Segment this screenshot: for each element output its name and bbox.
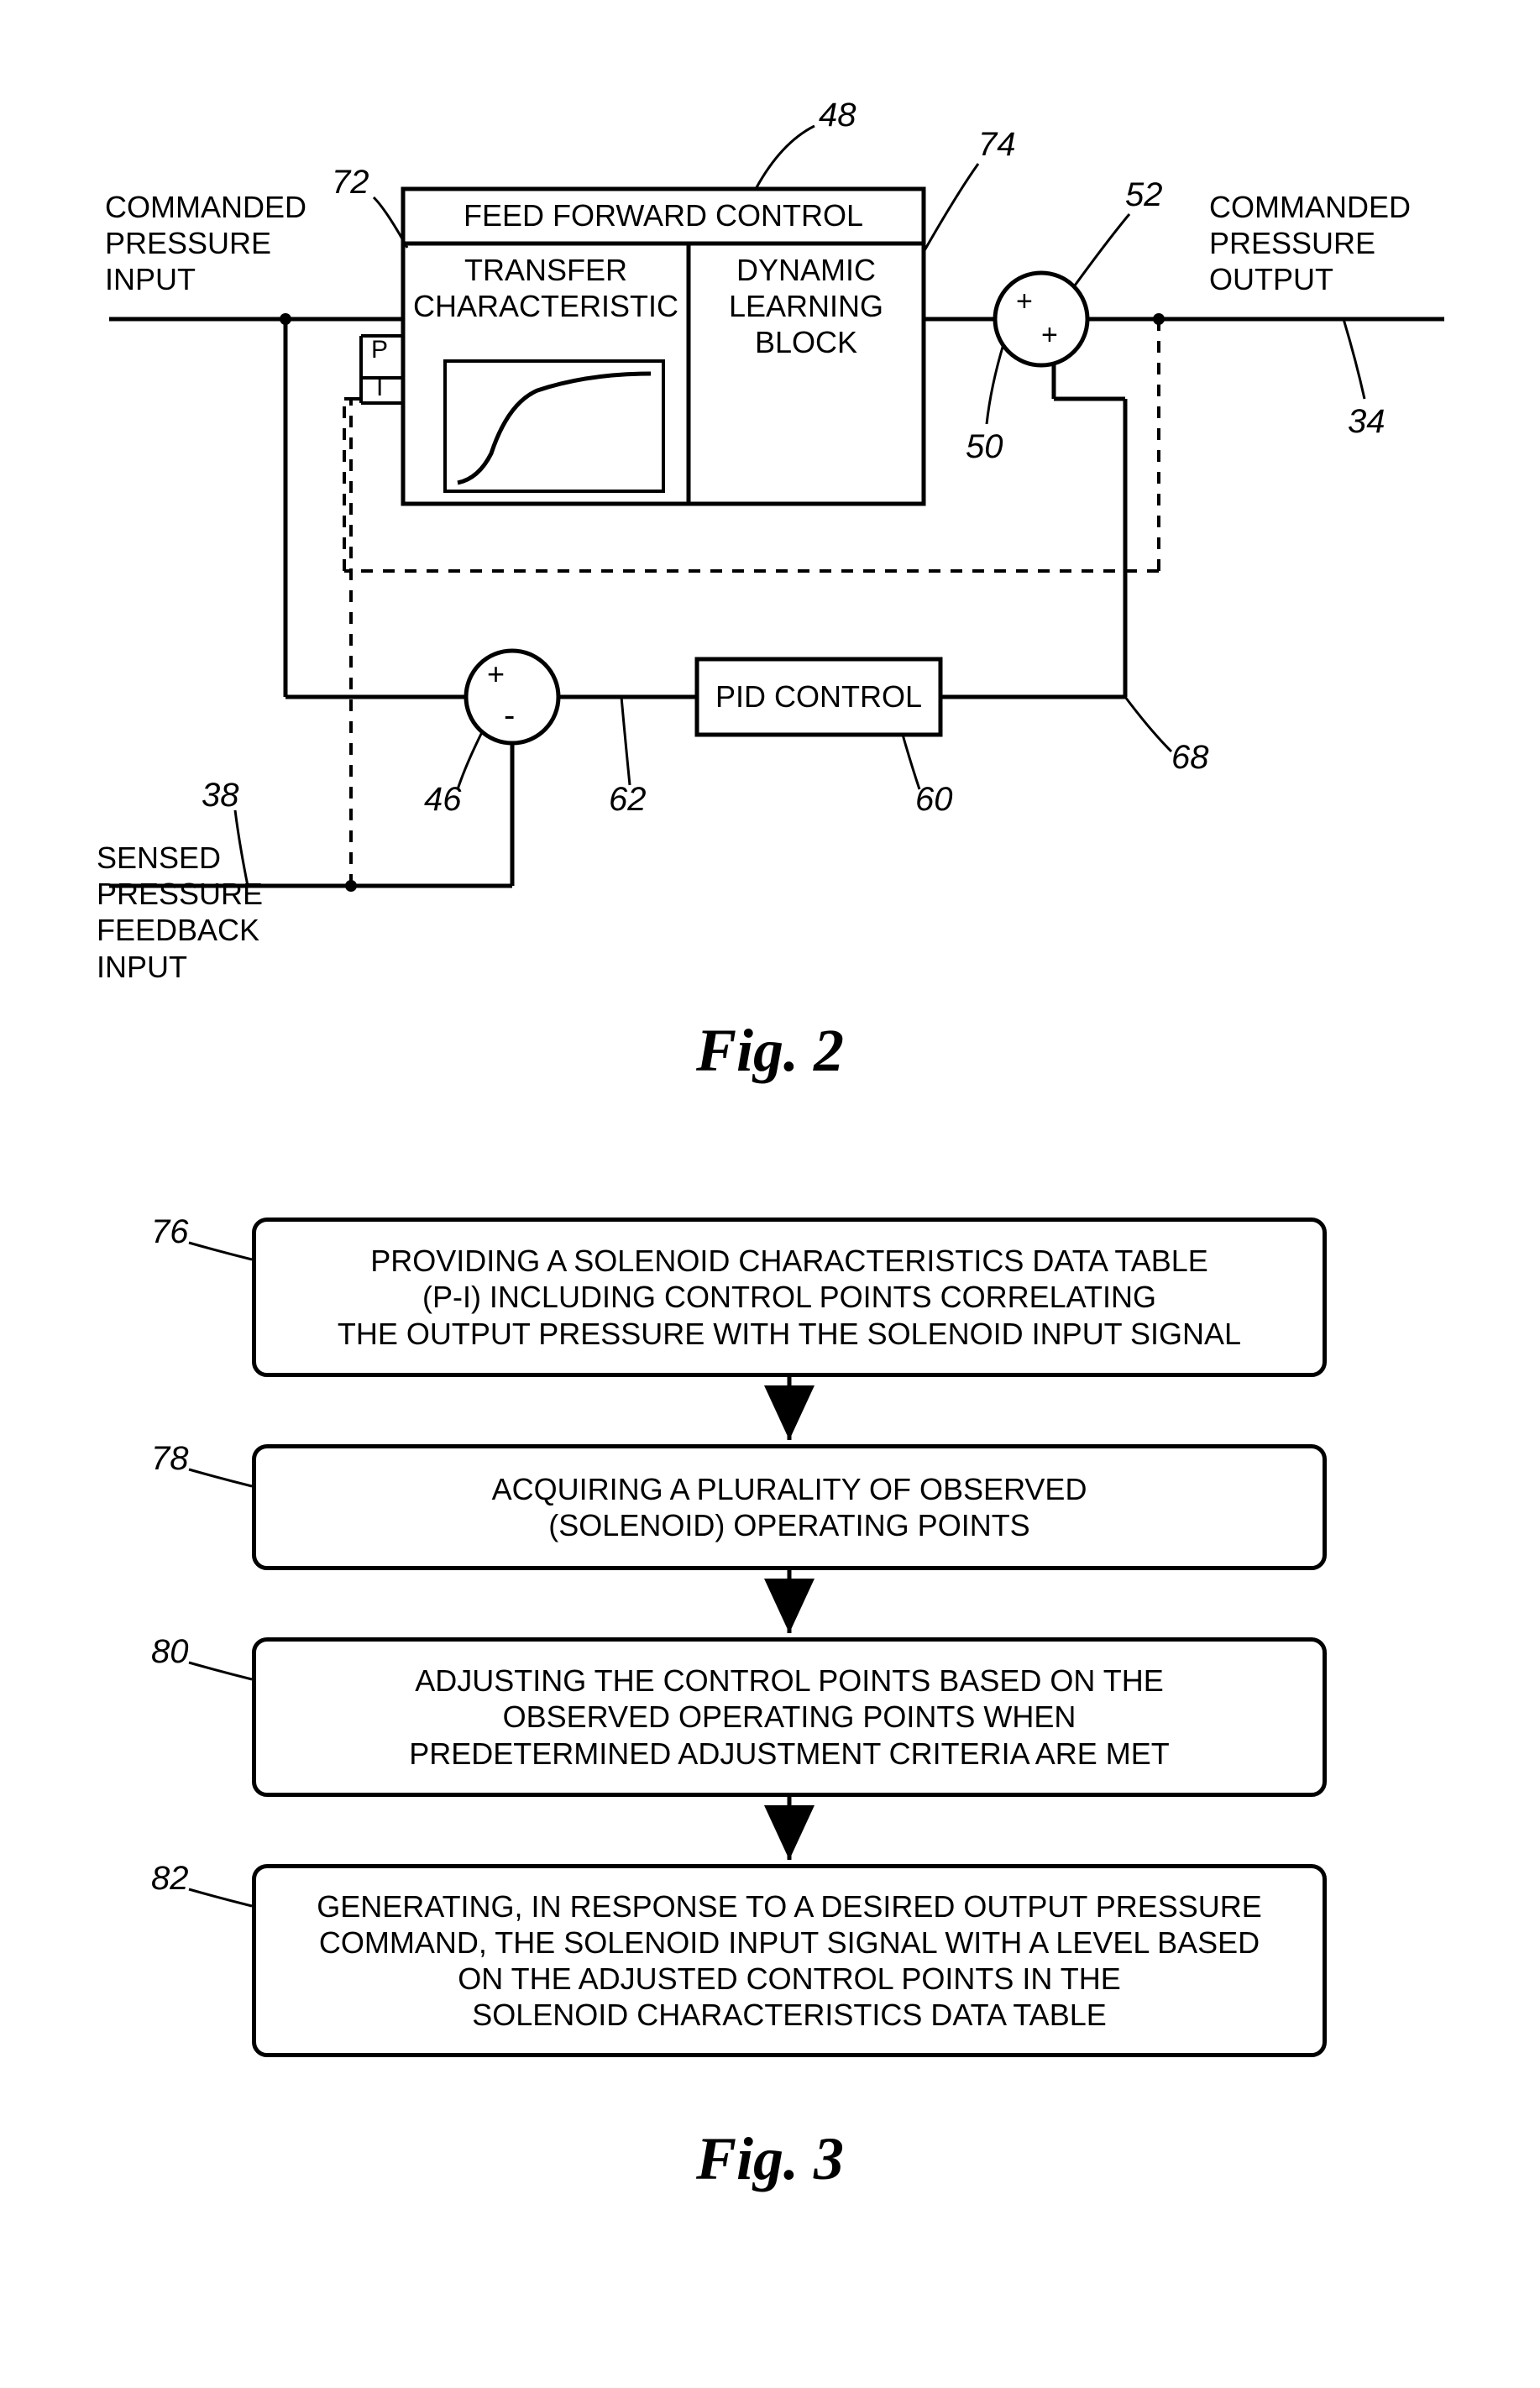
ref-34: 34 bbox=[1348, 403, 1385, 441]
commanded-pressure-output-label: COMMANDED PRESSURE OUTPUT bbox=[1209, 189, 1411, 298]
ref-74: 74 bbox=[978, 126, 1016, 164]
fig2-caption: Fig. 2 bbox=[0, 1016, 1540, 1086]
fig3-caption: Fig. 3 bbox=[0, 2124, 1540, 2194]
ref-60: 60 bbox=[915, 781, 953, 819]
ref-38: 38 bbox=[202, 777, 239, 814]
svg-text:-: - bbox=[504, 697, 515, 734]
svg-text:+: + bbox=[487, 657, 505, 691]
ref-46: 46 bbox=[424, 781, 462, 819]
dynamic-learning-label: DYNAMIC LEARNING BLOCK bbox=[689, 252, 924, 361]
page: + - + + bbox=[0, 0, 1540, 2388]
ref-68: 68 bbox=[1171, 739, 1209, 777]
ref-50: 50 bbox=[966, 428, 1003, 466]
svg-text:+: + bbox=[1041, 319, 1058, 351]
ref-62: 62 bbox=[609, 781, 647, 819]
i-label: I bbox=[376, 374, 383, 402]
commanded-pressure-input-label: COMMANDED PRESSURE INPUT bbox=[105, 189, 306, 298]
svg-text:+: + bbox=[1016, 285, 1033, 317]
transfer-characteristic-label: TRANSFER CHARACTERISTIC bbox=[403, 252, 689, 324]
p-label: P bbox=[371, 336, 388, 364]
ref-48: 48 bbox=[819, 97, 856, 134]
feed-forward-title: FEED FORWARD CONTROL bbox=[403, 197, 924, 233]
pid-control-label: PID CONTROL bbox=[697, 678, 940, 715]
ref-72: 72 bbox=[332, 164, 369, 202]
sensed-pressure-feedback-label: SENSED PRESSURE FEEDBACK INPUT bbox=[97, 840, 263, 985]
ref-52: 52 bbox=[1125, 176, 1163, 214]
